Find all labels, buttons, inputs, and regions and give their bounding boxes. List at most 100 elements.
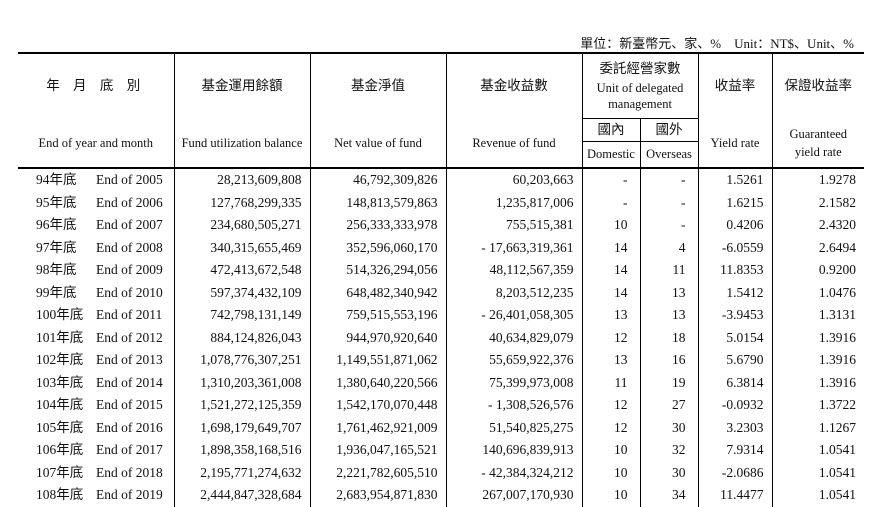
cell-yield-rate: 7.9314: [697, 439, 773, 462]
header-rev-en: Revenue of fund: [445, 118, 582, 169]
cell-net-value: 759,515,553,196: [309, 304, 446, 327]
cell-revenue: - 26,401,058,305: [445, 304, 582, 327]
cell-date: 103年底 End of 2014: [18, 372, 174, 395]
fund-table: 年 月 底 別 基金運用餘額 基金淨值 基金收益數 委託經營家數 Unit of…: [18, 52, 865, 507]
cell-guaranteed-rate: 1.0541: [771, 461, 865, 484]
cell-overseas: 30: [639, 416, 699, 439]
cell-overseas: -: [639, 214, 699, 237]
table-row: 100年底 End of 2011 742,798,131,149 759,515,5…: [18, 304, 865, 327]
header-domestic-en: Domestic: [587, 147, 635, 161]
header-net-en: Net value of fund: [309, 118, 446, 169]
cell-yield-rate: 3.2303: [697, 416, 773, 439]
cell-net-value: 1,936,047,165,521: [309, 439, 446, 462]
cell-en-date: End of 2005: [96, 172, 163, 188]
cell-date: 94年底 End of 2005: [18, 168, 174, 192]
cell-revenue: 51,540,825,275: [445, 416, 582, 439]
cell-overseas: 16: [639, 349, 699, 372]
cell-roc-date: 104年底: [36, 397, 84, 413]
cell-roc-date: 102年底: [36, 352, 84, 368]
table-row: 102年底 End of 2013 1,078,776,307,251 1,149,5…: [18, 349, 865, 372]
cell-yield-rate: 6.3814: [697, 371, 773, 394]
cell-overseas: 4: [639, 236, 699, 259]
cell-roc-date: 107年底: [36, 464, 84, 480]
table-row: 105年底 End of 2016 1,698,179,649,707 1,761,4…: [18, 416, 865, 440]
table-row: 108年底 End of 2019 2,444,847,328,684 2,683,9…: [18, 484, 865, 507]
cell-roc-date: 95年底: [36, 194, 77, 210]
header-date-en: End of year and month: [18, 118, 174, 169]
header-domestic: 國內 Domestic: [581, 118, 640, 169]
cell-date: 98年底 End of 2009: [18, 259, 174, 282]
cell-en-date: End of 2013: [96, 352, 163, 368]
cell-en-date: End of 2006: [96, 194, 163, 210]
cell-overseas: -: [639, 168, 699, 192]
cell-guaranteed-rate: 1.9278: [771, 168, 865, 192]
cell-net-value: 2,221,782,605,510: [309, 461, 446, 484]
cell-net-value: 1,542,170,070,448: [309, 394, 446, 417]
cell-revenue: 140,696,839,913: [445, 439, 582, 462]
cell-revenue: - 42,384,324,212: [445, 461, 582, 484]
header-guar-zh: 保證收益率: [771, 52, 865, 119]
cell-roc-date: 100年底: [36, 307, 84, 323]
cell-en-date: End of 2014: [96, 374, 163, 390]
cell-fund-balance: 2,444,847,328,684: [173, 484, 310, 507]
cell-roc-date: 96年底: [36, 217, 77, 233]
cell-guaranteed-rate: 2.1582: [771, 191, 865, 214]
cell-guaranteed-rate: 1.0476: [771, 281, 865, 304]
cell-yield-rate: 11.4477: [697, 484, 773, 507]
cell-roc-date: 105年底: [36, 419, 84, 435]
header-rev-zh: 基金收益數: [445, 52, 582, 119]
cell-date: 100年底 End of 2011: [18, 304, 174, 327]
cell-domestic: 10: [581, 439, 640, 462]
cell-en-date: End of 2010: [96, 284, 163, 300]
cell-guaranteed-rate: 2.6494: [771, 236, 865, 259]
cell-guaranteed-rate: 1.0541: [771, 439, 865, 462]
cell-net-value: 256,333,333,978: [309, 214, 446, 237]
cell-date: 99年底 End of 2010: [18, 282, 174, 305]
cell-fund-balance: 127,768,299,335: [173, 191, 310, 214]
cell-overseas: 19: [639, 371, 699, 394]
header-delegated-zh: 委託經營家數: [599, 61, 681, 76]
cell-yield-rate: 1.6215: [697, 191, 773, 214]
table-row: 95年底 End of 2006 127,768,299,335 148,813,57…: [18, 191, 865, 215]
table-row: 97年底 End of 2008 340,315,655,469 352,596,06…: [18, 236, 865, 259]
cell-fund-balance: 597,374,432,109: [173, 281, 310, 304]
table-row: 107年底 End of 2018 2,195,771,274,632 2,221,7…: [18, 461, 865, 484]
cell-overseas: 34: [639, 484, 699, 507]
cell-revenue: 8,203,512,235: [445, 281, 582, 304]
cell-yield-rate: -2.0686: [697, 461, 773, 484]
cell-date: 95年底 End of 2006: [18, 192, 174, 215]
cell-date: 105年底 End of 2016: [18, 417, 174, 440]
cell-revenue: 1,235,817,006: [445, 191, 582, 214]
cell-date: 101年底 End of 2012: [18, 327, 174, 350]
header-delegated: 委託經營家數 Unit of delegated management: [581, 52, 699, 119]
table-row: 98年底 End of 2009 472,413,672,548 514,326,29…: [18, 259, 865, 282]
cell-overseas: 13: [639, 304, 699, 327]
cell-en-date: End of 2012: [96, 329, 163, 345]
cell-roc-date: 98年底: [36, 262, 77, 278]
cell-date: 96年底 End of 2007: [18, 214, 174, 237]
cell-net-value: 514,326,294,056: [309, 259, 446, 282]
cell-net-value: 352,596,060,170: [309, 236, 446, 259]
cell-revenue: - 17,663,319,361: [445, 236, 582, 259]
cell-domestic: 13: [581, 304, 640, 327]
table-row: 101年底 End of 2012 884,124,826,043 944,970,9…: [18, 326, 865, 350]
cell-date: 106年底 End of 2017: [18, 439, 174, 462]
cell-domestic: 12: [581, 416, 640, 439]
cell-domestic: 13: [581, 349, 640, 372]
cell-revenue: 75,399,973,008: [445, 371, 582, 394]
header-domestic-zh: 國內: [582, 119, 640, 142]
cell-yield-rate: 1.5261: [697, 168, 773, 192]
cell-fund-balance: 1,898,358,168,516: [173, 439, 310, 462]
cell-fund-balance: 234,680,505,271: [173, 214, 310, 237]
cell-en-date: End of 2015: [96, 397, 163, 413]
cell-overseas: 27: [639, 394, 699, 417]
header-overseas: 國外 Overseas: [639, 118, 699, 169]
unit-note: 單位：新臺幣元、家、% Unit：NT$、Unit、%: [580, 36, 854, 51]
cell-fund-balance: 2,195,771,274,632: [173, 461, 310, 484]
cell-fund-balance: 1,078,776,307,251: [173, 349, 310, 372]
cell-date: 108年底 End of 2019: [18, 484, 174, 507]
table-row: 103年底 End of 2014 1,310,203,361,008 1,380,6…: [18, 371, 865, 395]
cell-fund-balance: 1,698,179,649,707: [173, 416, 310, 439]
cell-yield-rate: 11.8353: [697, 259, 773, 282]
header-guar-en: Guaranteed yield rate: [771, 118, 865, 169]
